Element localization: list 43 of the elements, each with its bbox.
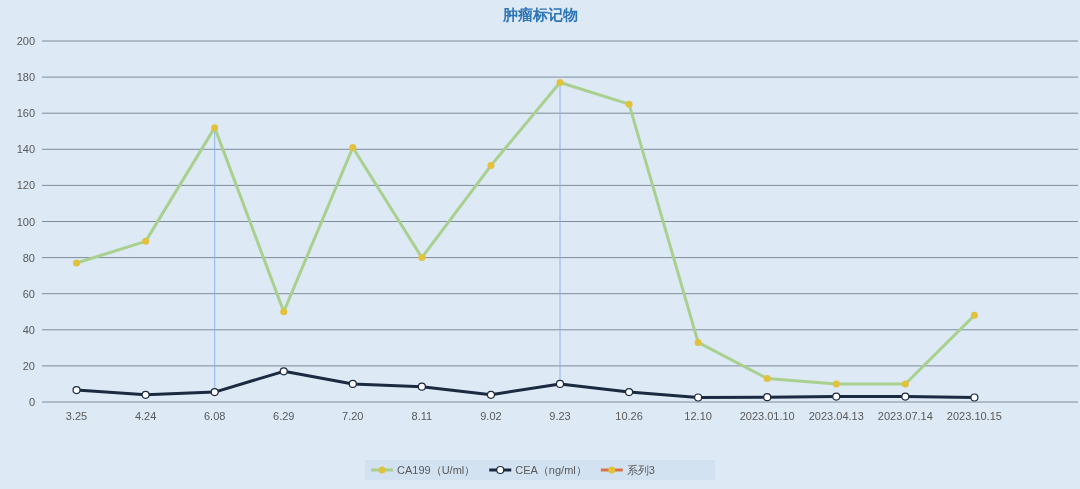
x-tick-label: 3.25 (65, 410, 88, 422)
point (141, 390, 150, 399)
y-tick-label: 140 (16, 143, 35, 156)
y-tick-label: 160 (16, 107, 35, 120)
point (348, 379, 357, 389)
x-tick-label: 6.08 (203, 410, 226, 422)
y-tick-label: 20 (22, 359, 35, 372)
legend-label: CEA（ng/ml） (515, 464, 587, 476)
point (901, 392, 910, 401)
x-tick-label: 9.23 (549, 410, 571, 422)
point (555, 379, 565, 389)
point (210, 387, 219, 397)
x-tick-label: 10.26 (615, 410, 643, 422)
x-tick-label: 8.11 (411, 410, 433, 422)
point (624, 387, 634, 397)
point (694, 393, 703, 402)
x-tick-label: 2023.10.15 (946, 410, 1002, 422)
x-tick-label: 2023.07.14 (877, 410, 933, 422)
point (970, 393, 979, 402)
y-tick-label: 80 (22, 251, 35, 264)
point (486, 390, 496, 399)
point (72, 385, 81, 395)
x-tick-label: 12.10 (684, 410, 712, 422)
legend-label: CA199（U/ml） (397, 464, 476, 476)
point (832, 392, 841, 401)
x-tick-label: 4.24 (134, 410, 157, 422)
x-tick-label: 7.20 (342, 410, 364, 422)
y-tick-label: 0 (28, 396, 35, 408)
x-tick-label: 2023.01.10 (739, 410, 795, 422)
x-tick-label: 2023.04.13 (808, 410, 864, 422)
y-tick-label: 200 (16, 35, 35, 47)
y-tick-label: 180 (16, 71, 35, 84)
x-tick-label: 9.02 (480, 410, 502, 422)
legend-label: 系列3 (626, 464, 655, 476)
point (417, 382, 426, 391)
point (763, 393, 772, 402)
x-tick-label: 6.29 (273, 410, 295, 422)
point (279, 367, 288, 376)
y-tick-label: 40 (22, 323, 35, 336)
chart-title: 肿瘤标记物 (501, 6, 578, 23)
y-tick-label: 100 (16, 215, 35, 228)
y-tick-label: 60 (22, 287, 35, 300)
y-tick-label: 120 (16, 179, 35, 192)
